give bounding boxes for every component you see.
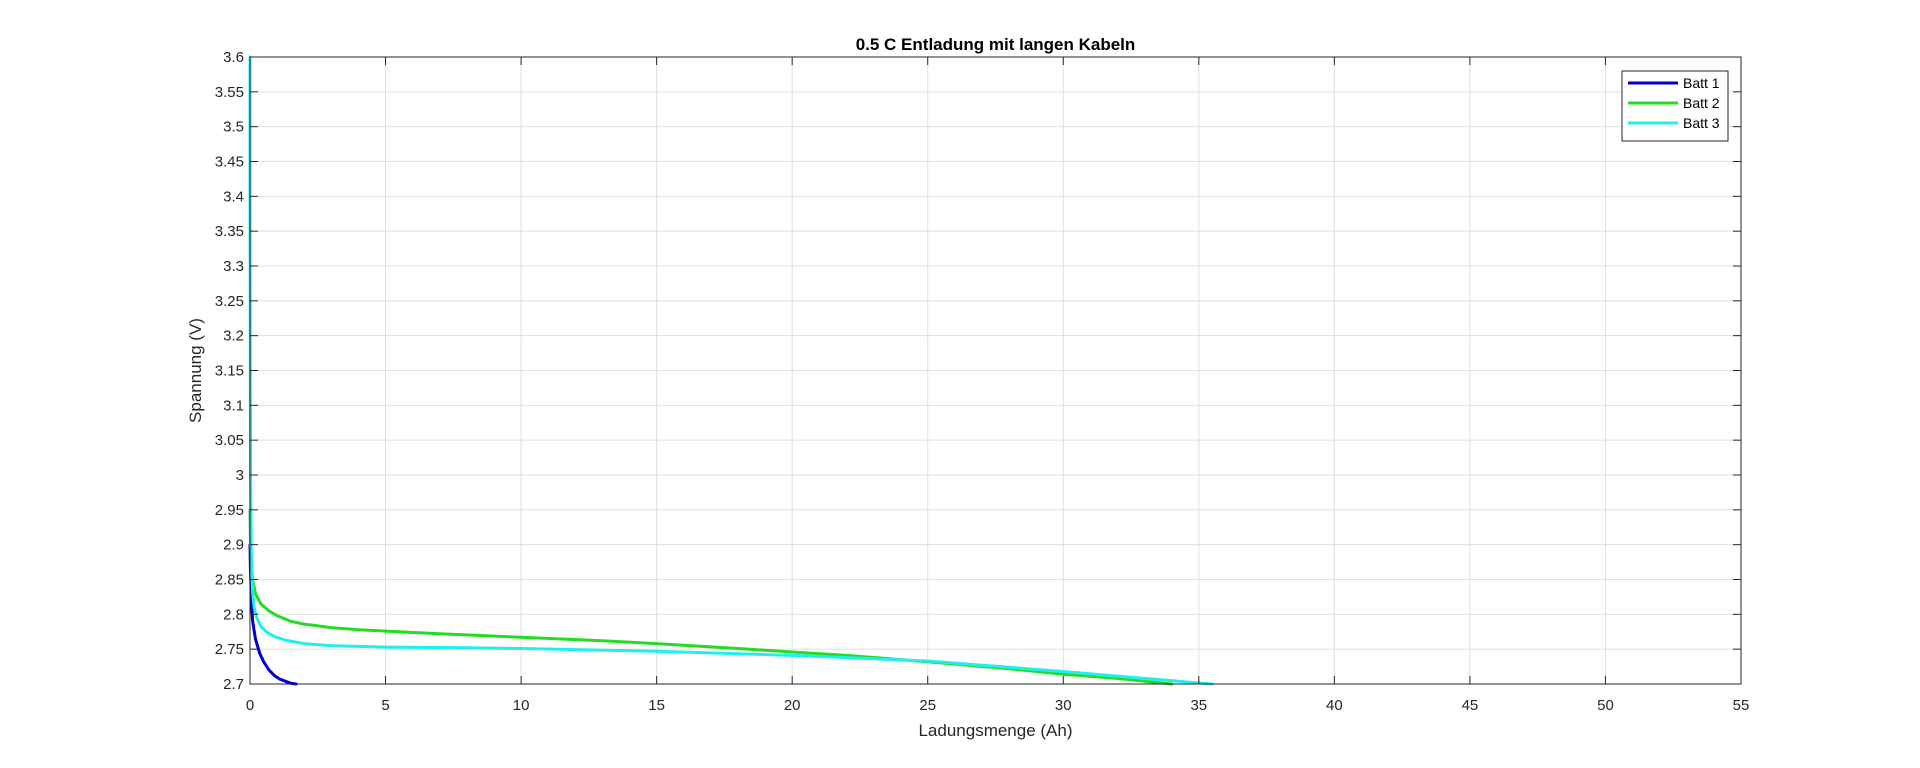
x-tick-label: 0 [246, 697, 254, 714]
x-tick-label: 20 [784, 697, 801, 714]
y-tick-label: 3.2 [223, 328, 244, 345]
x-axis-title: Ladungsmenge (Ah) [918, 721, 1072, 740]
y-tick-label: 3.5 [223, 119, 244, 136]
series-line-batt-1 [248, 543, 298, 686]
x-tick-label: 55 [1733, 697, 1750, 714]
y-tick-label: 3.45 [215, 154, 244, 171]
y-tick-label: 3.1 [223, 397, 244, 414]
y-tick-label: 2.95 [215, 502, 244, 519]
y-tick-label: 3.05 [215, 432, 244, 449]
x-tick-label: 50 [1597, 697, 1614, 714]
x-tick-label: 35 [1190, 697, 1207, 714]
axis-ticks: 0 5 10 15 20 25 30 35 40 45 50 55 2.7 2.75 2.8 2.85 2.9 2… [215, 49, 1750, 714]
x-tick-label: 40 [1326, 697, 1343, 714]
y-tick-label: 3.25 [215, 293, 244, 310]
legend-label: Batt 2 [1683, 95, 1720, 111]
y-tick-label: 3.6 [223, 49, 244, 66]
x-tick-label: 30 [1055, 697, 1072, 714]
y-tick-label: 3.3 [223, 258, 244, 275]
y-tick-label: 3.55 [215, 84, 244, 101]
y-tick-label: 2.9 [223, 537, 244, 554]
x-tick-label: 15 [648, 697, 665, 714]
x-tick-label: 25 [919, 697, 936, 714]
y-tick-label: 3.4 [223, 188, 244, 205]
y-tick-label: 2.85 [215, 572, 244, 589]
y-tick-label: 3.35 [215, 223, 244, 240]
x-tick-label: 45 [1462, 697, 1479, 714]
series-line-batt-3 [248, 55, 1214, 686]
y-tick-label: 2.75 [215, 641, 244, 658]
x-tick-label: 10 [513, 697, 530, 714]
y-tick-label: 2.8 [223, 606, 244, 623]
y-tick-label: 2.7 [223, 676, 244, 693]
y-axis-title: Spannung (V) [186, 318, 205, 423]
legend: Batt 1 Batt 2 Batt 3 [1621, 70, 1729, 142]
y-tick-label: 3.15 [215, 363, 244, 380]
y-tick-label: 3 [236, 467, 244, 484]
legend-label: Batt 1 [1683, 75, 1720, 91]
chart-title: 0.5 C Entladung mit langen Kabeln [856, 35, 1136, 54]
x-tick-label: 5 [381, 697, 389, 714]
series-lines [248, 55, 1214, 686]
grid-lines [250, 57, 1741, 684]
legend-label: Batt 3 [1683, 115, 1720, 131]
